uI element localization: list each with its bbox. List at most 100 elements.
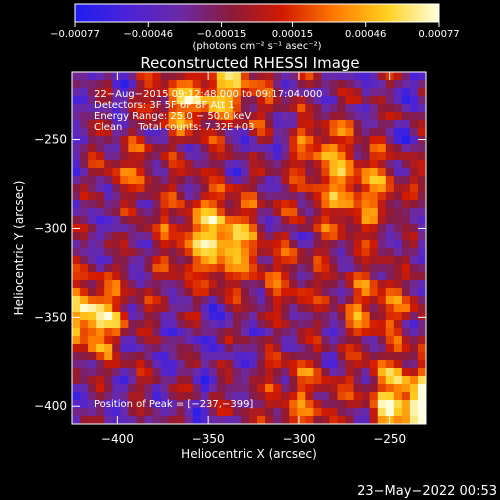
heatmap-cell <box>289 272 298 281</box>
heatmap-cell <box>409 224 419 233</box>
heatmap-cell <box>321 160 331 169</box>
heatmap-cell <box>80 232 89 241</box>
heatmap-cell <box>385 344 395 353</box>
heatmap-cell <box>104 88 113 97</box>
heatmap-cell <box>353 72 363 81</box>
heatmap-cell <box>337 312 347 321</box>
heatmap-cell <box>88 312 97 321</box>
heatmap-cell <box>297 232 306 241</box>
heatmap-cell <box>184 272 194 281</box>
heatmap-cell <box>88 416 97 424</box>
heatmap-cell <box>144 240 154 249</box>
heatmap-cell <box>240 200 250 209</box>
heatmap-cell <box>401 88 411 97</box>
heatmap-cell <box>329 384 339 393</box>
heatmap-cell <box>216 408 226 417</box>
heatmap-cell <box>353 192 363 201</box>
heatmap-cell <box>176 248 186 257</box>
heatmap-cell <box>401 152 411 161</box>
heatmap-cell <box>176 368 186 377</box>
heatmap-cell <box>313 152 323 161</box>
heatmap-cell <box>176 256 186 265</box>
heatmap-cell <box>353 408 363 417</box>
heatmap-cell <box>297 200 306 209</box>
heatmap-cell <box>361 296 371 305</box>
heatmap-cell <box>184 240 194 249</box>
heatmap-cell <box>136 232 146 241</box>
heatmap-cell <box>345 384 355 393</box>
heatmap-cell <box>393 408 403 417</box>
heatmap-cell <box>184 312 194 321</box>
heatmap-cell <box>401 216 411 225</box>
heatmap-cell <box>385 304 395 313</box>
heatmap-cell <box>249 296 258 305</box>
heatmap-cell <box>192 344 202 353</box>
heatmap-cell <box>168 272 178 281</box>
colorbar-tick-label: −0.00077 <box>50 29 100 40</box>
heatmap-cell <box>160 280 170 289</box>
heatmap-cell <box>168 136 178 145</box>
heatmap-cell <box>377 304 387 313</box>
heatmap-cell <box>377 288 387 297</box>
heatmap-cell <box>273 184 282 193</box>
heatmap-cell <box>224 280 234 289</box>
heatmap-cell <box>417 408 426 417</box>
heatmap-cell <box>353 96 363 105</box>
heatmap-cell <box>240 176 250 185</box>
heatmap-cell <box>200 264 210 273</box>
heatmap-cell <box>289 256 298 265</box>
heatmap-cell <box>112 224 121 233</box>
heatmap-cell <box>208 80 218 89</box>
heatmap-cell <box>257 144 266 153</box>
heatmap-cell <box>240 104 250 113</box>
heatmap-cell <box>417 72 426 81</box>
heatmap-cell <box>240 96 250 105</box>
heatmap-cell <box>224 80 234 89</box>
heatmap-cell <box>289 144 298 153</box>
heatmap-cell <box>369 328 379 337</box>
heatmap-cell <box>192 72 202 81</box>
heatmap-cell <box>192 104 202 113</box>
heatmap-cell <box>345 304 355 313</box>
heatmap-cell <box>409 208 419 217</box>
heatmap-cell <box>417 184 426 193</box>
heatmap-cell <box>224 240 234 249</box>
heatmap-cell <box>200 160 210 169</box>
heatmap-cell <box>401 312 411 321</box>
heatmap-cell <box>305 360 314 369</box>
heatmap-cell <box>232 224 242 233</box>
heatmap-cell <box>345 376 355 385</box>
heatmap-cell <box>401 184 411 193</box>
heatmap-cell <box>88 136 97 145</box>
heatmap-cell <box>88 144 97 153</box>
heatmap-cell <box>96 160 105 169</box>
heatmap-cell <box>361 168 371 177</box>
heatmap-cell <box>345 360 355 369</box>
heatmap-cell <box>112 216 121 225</box>
heatmap-cell <box>305 80 314 89</box>
heatmap-cell <box>128 408 137 417</box>
heatmap-cell <box>152 136 162 145</box>
heatmap-cell <box>297 80 306 89</box>
heatmap-cell <box>240 248 250 257</box>
heatmap-cell <box>417 368 426 377</box>
heatmap-cell <box>232 296 242 305</box>
heatmap-cell <box>232 384 242 393</box>
heatmap-cell <box>120 368 129 377</box>
heatmap-cell <box>96 80 105 89</box>
heatmap-cell <box>168 72 178 81</box>
heatmap-cell <box>120 344 129 353</box>
heatmap-cell <box>393 264 403 273</box>
heatmap-cell <box>249 368 258 377</box>
heatmap-cell <box>281 176 290 185</box>
heatmap-cell <box>361 344 371 353</box>
heatmap-cell <box>168 184 178 193</box>
heatmap-cell <box>401 80 411 89</box>
heatmap-cell <box>128 264 137 273</box>
heatmap-cell <box>168 256 178 265</box>
heatmap-cell <box>208 304 218 313</box>
heatmap-cell <box>401 296 411 305</box>
heatmap-cell <box>289 208 298 217</box>
heatmap-cell <box>345 240 355 249</box>
heatmap-cell <box>401 416 411 424</box>
